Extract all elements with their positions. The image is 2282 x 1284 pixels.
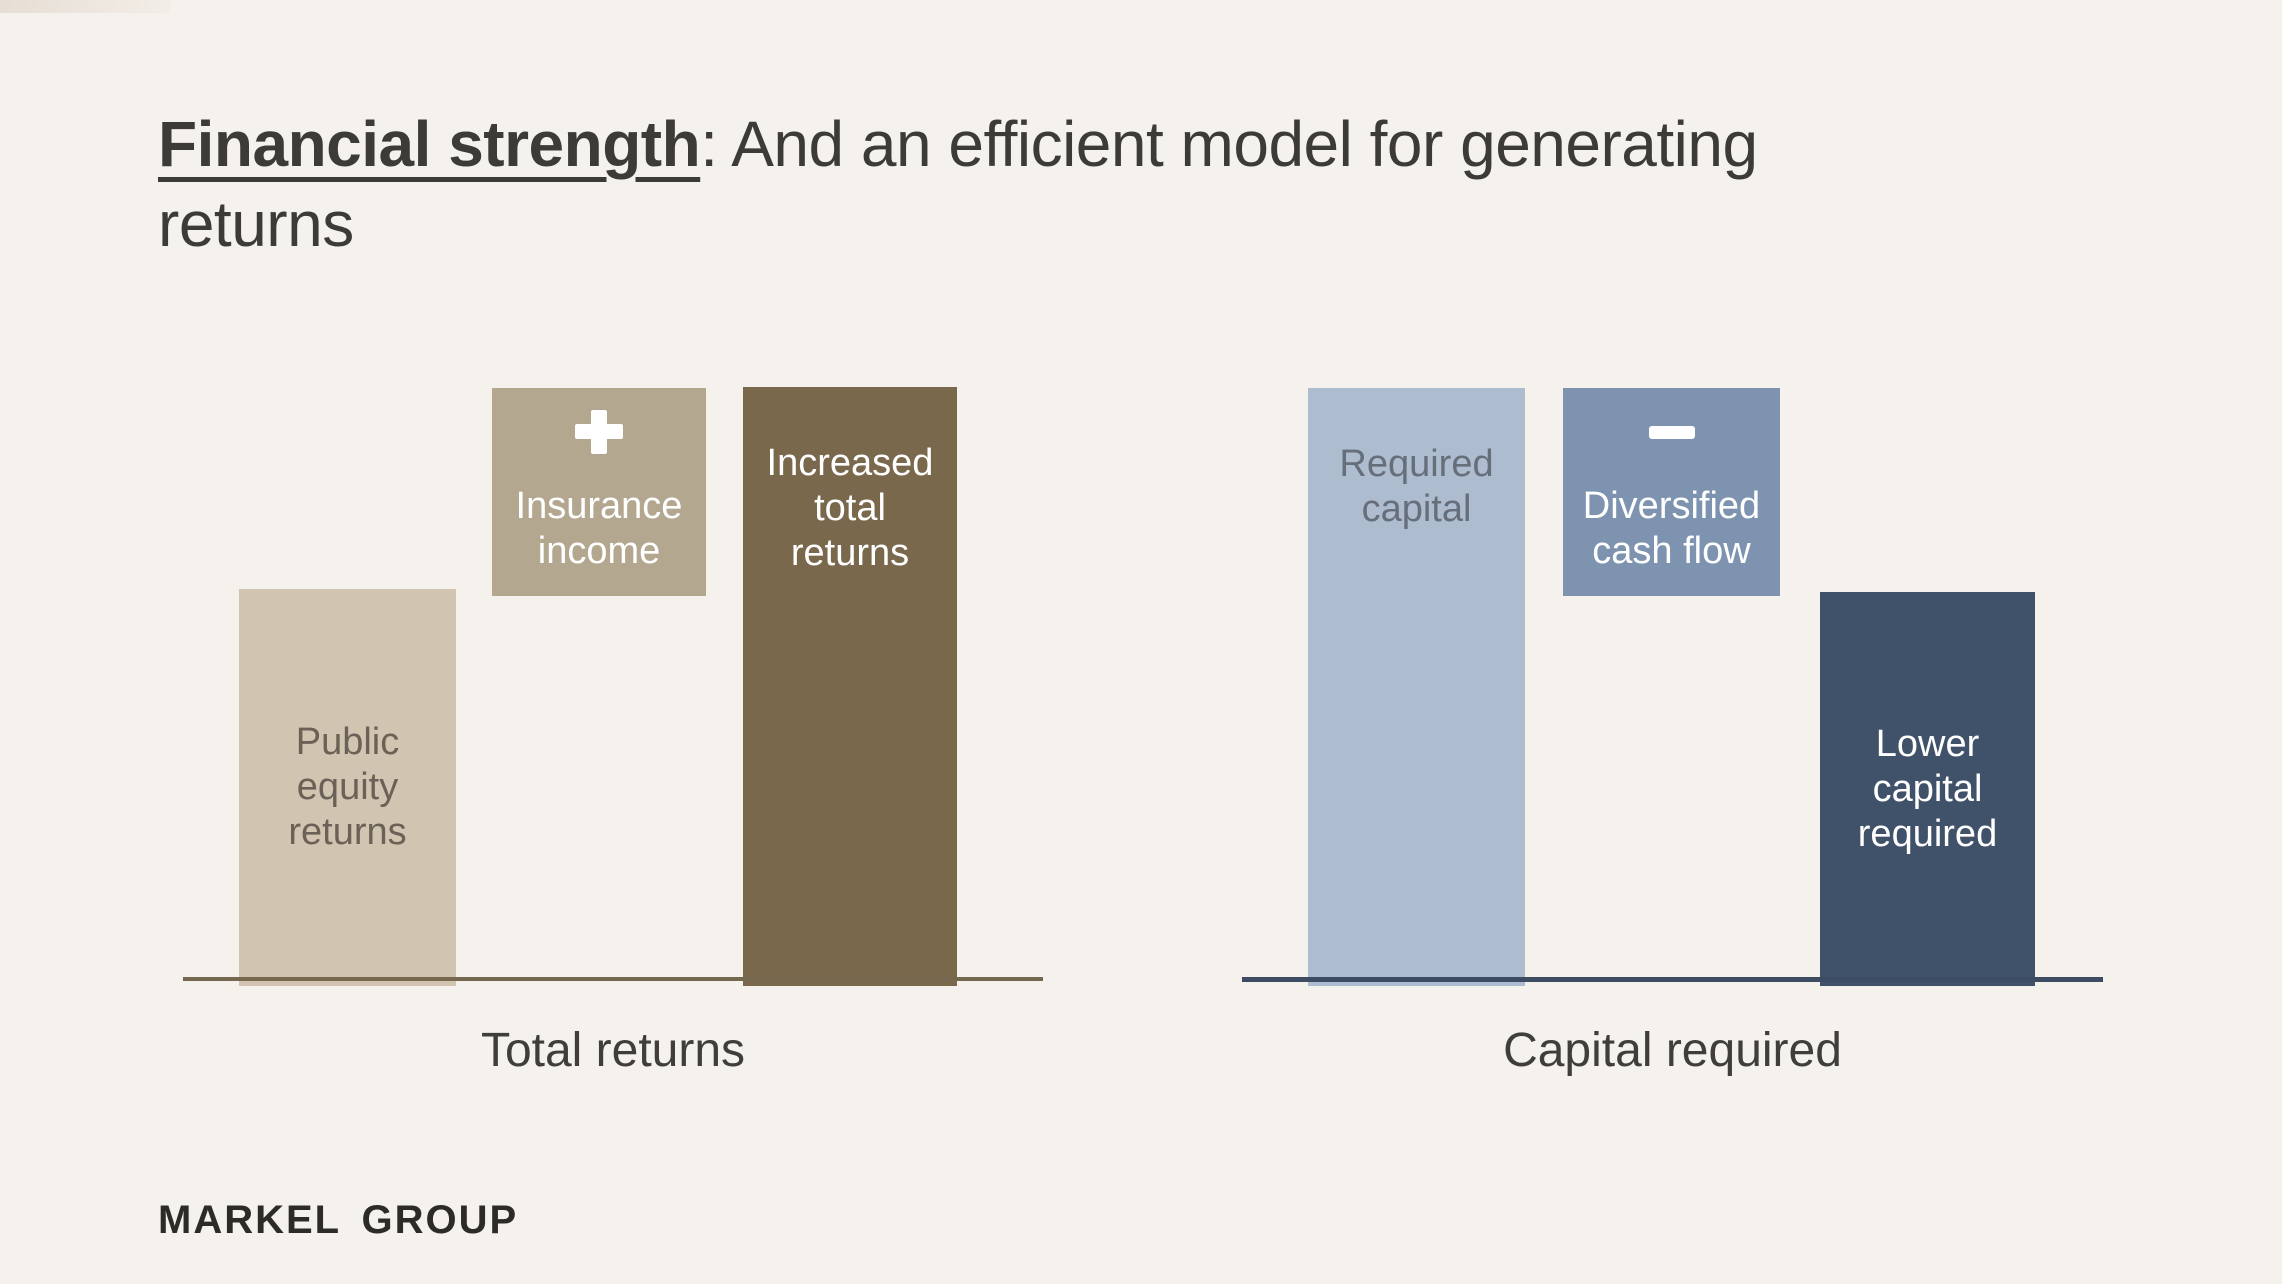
bar-public-equity-returns: Public equity returns [239, 589, 456, 986]
right-axis-label: Capital required [1503, 1024, 1842, 1077]
bar-label: Lower capital required [1857, 722, 1998, 855]
page-title: Financial strength: And an efficient mod… [158, 104, 2118, 264]
right-axis-baseline [1242, 977, 2103, 982]
title-tail-line1: : And an efficient model for generating [700, 108, 1758, 180]
corner-decoration [0, 0, 170, 13]
left-axis-label: Total returns [480, 1024, 746, 1077]
bar-increased-total-returns: Increased total returns [743, 387, 957, 986]
title-emphasis: Financial strength [158, 108, 701, 180]
minus-icon [1648, 410, 1695, 454]
markel-group-logo: MARKEL GROUP [158, 1198, 519, 1242]
bar-diversified-cash-flow: Diversified cash flow [1563, 388, 1780, 596]
left-axis-baseline [183, 977, 1043, 981]
bar-label: Required capital [1339, 443, 1494, 530]
bar-label: Public equity returns [288, 721, 407, 853]
bar-insurance-income: Insurance income [492, 388, 706, 596]
bar-label: Insurance income [515, 485, 683, 572]
title-tail-line2: returns [158, 188, 354, 260]
plus-icon [575, 410, 623, 454]
bar-required-capital: Required capital [1308, 388, 1525, 986]
bar-lower-capital-required: Lower capital required [1820, 592, 2035, 986]
bar-label: Diversified cash flow [1582, 485, 1761, 572]
bar-label: Increased total returns [766, 442, 934, 574]
